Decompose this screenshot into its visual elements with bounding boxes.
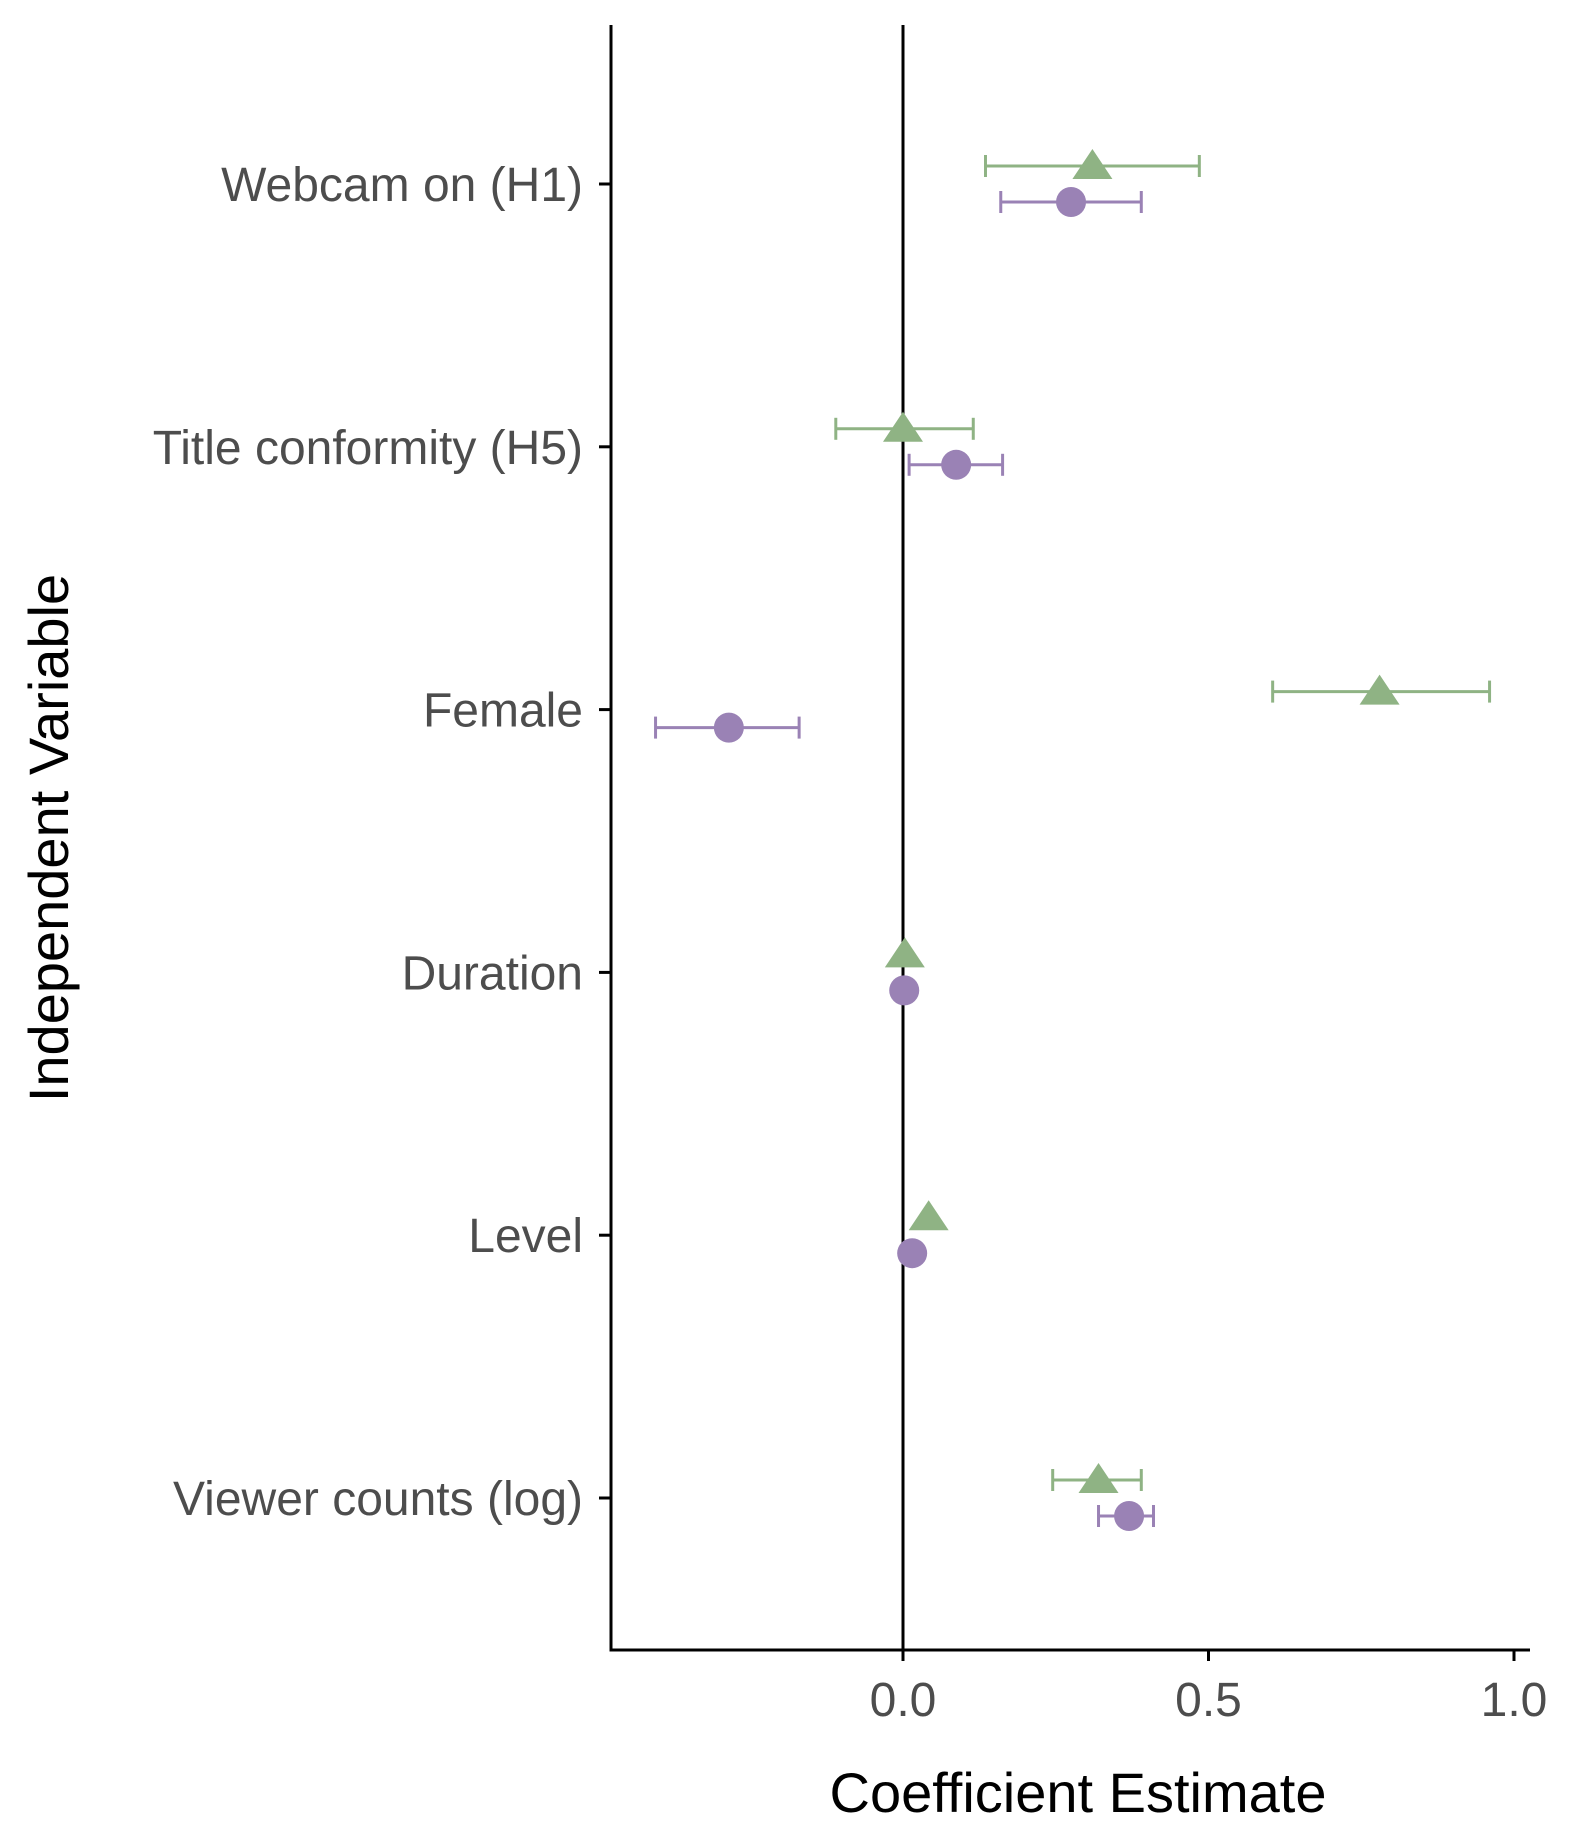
- y-tick-label: Viewer counts (log): [173, 1473, 583, 1526]
- triangle-point: [884, 937, 925, 968]
- y-tick-label: Duration: [402, 947, 583, 1000]
- circle-point: [889, 975, 920, 1006]
- circle-point: [1056, 187, 1087, 217]
- y-tick-label: Title conformity (H5): [153, 422, 583, 475]
- circle-point: [1114, 1501, 1145, 1531]
- y-axis-title: Independent Variable: [17, 574, 80, 1102]
- y-tick-label: Webcam on (H1): [221, 159, 583, 212]
- triangle-point: [883, 411, 923, 442]
- plot-area: 0.0 0.5 1.0 Webcam on (H1) Title conformity …: [153, 25, 1548, 1727]
- x-axis-title: Coefficient Estimate: [830, 1761, 1327, 1824]
- x-tick-label: 1.0: [1481, 1674, 1548, 1727]
- triangle-point: [1359, 674, 1400, 705]
- triangle-point: [1078, 1463, 1119, 1493]
- circle-point: [713, 712, 744, 743]
- triangle-point: [1072, 149, 1113, 179]
- circle-point: [897, 1238, 928, 1269]
- y-tick-label: Level: [468, 1210, 583, 1263]
- circle-point: [941, 449, 972, 480]
- x-tick-label: 0.0: [870, 1674, 937, 1727]
- x-tick-label: 0.5: [1175, 1674, 1242, 1727]
- y-tick-label: Female: [423, 685, 583, 738]
- triangle-point: [908, 1200, 949, 1231]
